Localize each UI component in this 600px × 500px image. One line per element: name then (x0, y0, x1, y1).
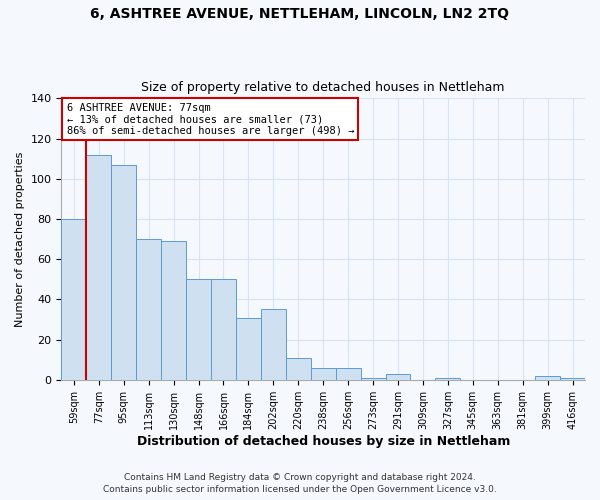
Bar (335, 368, 361, 380)
Bar (286, 358, 311, 380)
Y-axis label: Number of detached properties: Number of detached properties (15, 152, 25, 327)
Title: Size of property relative to detached houses in Nettleham: Size of property relative to detached ho… (142, 82, 505, 94)
Bar (436, 378, 460, 380)
Bar (186, 280, 211, 380)
Bar (261, 310, 286, 380)
X-axis label: Distribution of detached houses by size in Nettleham: Distribution of detached houses by size … (137, 434, 510, 448)
Bar (86, 154, 111, 380)
Bar (535, 376, 560, 380)
Bar (236, 318, 261, 380)
Bar (361, 378, 386, 380)
Bar (136, 239, 161, 380)
Bar (211, 280, 236, 380)
Text: 6 ASHTREE AVENUE: 77sqm
← 13% of detached houses are smaller (73)
86% of semi-de: 6 ASHTREE AVENUE: 77sqm ← 13% of detache… (67, 102, 354, 136)
Text: Contains HM Land Registry data © Crown copyright and database right 2024.: Contains HM Land Registry data © Crown c… (124, 473, 476, 482)
Bar (311, 368, 335, 380)
Bar (161, 241, 186, 380)
Text: 6, ASHTREE AVENUE, NETTLEHAM, LINCOLN, LN2 2TQ: 6, ASHTREE AVENUE, NETTLEHAM, LINCOLN, L… (91, 8, 509, 22)
Bar (560, 378, 585, 380)
Bar (386, 374, 410, 380)
Bar (61, 219, 86, 380)
Bar (111, 165, 136, 380)
Text: Contains public sector information licensed under the Open Government Licence v3: Contains public sector information licen… (103, 486, 497, 494)
